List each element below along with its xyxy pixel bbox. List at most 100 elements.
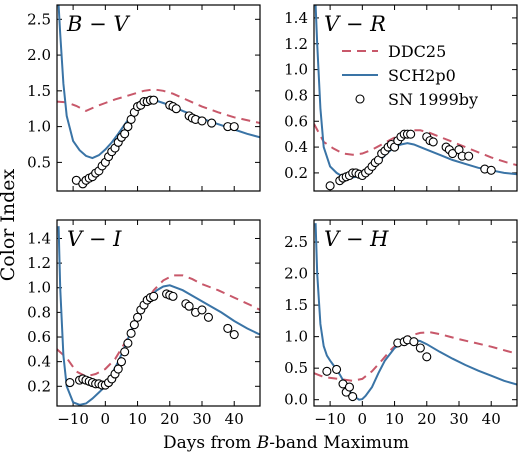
y-tick-label: 2.0 <box>27 46 51 64</box>
panel-title-part: H <box>369 227 389 251</box>
plot-area <box>57 226 260 406</box>
panel-frame <box>313 4 518 192</box>
plot-area <box>314 5 517 191</box>
panel-title-part: − <box>82 12 113 36</box>
data-point-sn1999by <box>113 364 123 374</box>
y-tick-label: 2.5 <box>27 10 51 28</box>
x-axis-label-suffix: -band Maximum <box>269 433 409 453</box>
y-tick-label: 0.8 <box>284 86 308 104</box>
x-tick-label: 30 <box>449 410 468 428</box>
data-point-sn1999by <box>116 357 126 367</box>
y-tick-label: 1.0 <box>284 61 308 79</box>
y-tick-label: 1.0 <box>27 118 51 136</box>
y-tick-label: 1.2 <box>27 254 51 272</box>
data-point-sn1999by <box>422 352 432 362</box>
panel-top-right: 0.2 0.4 0.6 0.8 1.0 1.2 1.4 V − R <box>284 4 518 192</box>
data-point-sn1999by <box>322 366 332 376</box>
plot-area <box>314 223 517 402</box>
legend-label: DDC25 <box>388 42 446 61</box>
panel-title-part: I <box>112 227 122 251</box>
y-tick-label: 2.0 <box>284 265 308 283</box>
x-tick-label: 30 <box>192 410 211 428</box>
data-point-sn1999by <box>348 391 358 402</box>
y-tick-label: 1.4 <box>27 229 51 247</box>
legend: DDC25 SCH2p0 SN 1999by <box>342 42 478 109</box>
panel-title-part: V <box>113 12 130 36</box>
y-tick-label: 0.4 <box>27 353 51 371</box>
panel-title: V − I <box>67 227 122 251</box>
y-tick-label: 0.2 <box>27 377 51 395</box>
panel-title-part: B <box>66 12 82 36</box>
y-tick-label: 1.0 <box>284 328 308 346</box>
panel-bottom-right: −10 0 10 20 30 40 0.0 0.5 1.0 1.5 2.0 2.5 V − H <box>284 219 518 428</box>
data-point-sn1999by <box>133 312 143 322</box>
panel-top-left: 0.5 1.0 1.5 2.0 2.5 B − V <box>27 4 261 192</box>
data-point-sn1999by <box>197 305 207 315</box>
panel-title: B − V <box>66 12 130 36</box>
data-point-sn1999by <box>203 312 213 322</box>
panel-title: V − R <box>324 12 386 36</box>
data-point-sn1999by <box>406 129 416 139</box>
y-tick-label: 1.5 <box>27 82 51 100</box>
y-tick-label: 1.5 <box>284 296 308 314</box>
data-point-sn1999by <box>149 291 159 301</box>
y-tick-label: 0.2 <box>284 164 308 182</box>
y-tick-label: 1.4 <box>284 9 308 27</box>
x-tick-label: 0 <box>358 410 368 428</box>
data-point-sn1999by <box>464 151 474 161</box>
panel-title: V − H <box>324 227 389 251</box>
data-point-sn1999by <box>325 181 335 191</box>
data-point-sn1999by <box>120 347 130 357</box>
data-point-sn1999by <box>184 301 194 311</box>
legend-marker <box>355 94 365 104</box>
y-tick-label: 2.5 <box>284 233 308 251</box>
data-point-sn1999by <box>207 118 217 128</box>
y-tick-label: 1.2 <box>284 35 308 53</box>
data-point-sn1999by <box>409 337 419 347</box>
plot-area <box>57 5 260 189</box>
x-tick-label: 0 <box>101 410 111 428</box>
panel-frame <box>313 219 518 407</box>
data-point-sn1999by <box>168 291 178 301</box>
y-axis-label: Color Index <box>0 168 19 281</box>
y-tick-label: 0.8 <box>27 303 51 321</box>
panel-title-part: − <box>82 227 113 251</box>
y-tick-label: 1.0 <box>27 279 51 297</box>
data-point-sn1999by <box>415 343 425 353</box>
panel-title-part: V <box>324 12 341 36</box>
x-axis-label-prefix: Days from <box>163 433 257 453</box>
series-line-sch2p0 <box>314 223 517 401</box>
x-tick-label: 10 <box>128 410 147 428</box>
data-point-sn1999by <box>197 116 207 126</box>
y-tick-label: 0.4 <box>284 138 308 156</box>
x-tick-label: 40 <box>225 410 244 428</box>
y-tick-label: 0.6 <box>27 328 51 346</box>
data-point-sn1999by <box>129 320 139 330</box>
y-tick-label: 0.5 <box>27 153 51 171</box>
data-point-sn1999by <box>149 95 159 105</box>
panel-title-part: − <box>339 227 370 251</box>
data-point-sn1999by <box>65 378 75 388</box>
series-line-ddc25 <box>57 88 260 124</box>
data-point-sn1999by <box>171 104 181 114</box>
data-point-sn1999by <box>223 323 233 333</box>
legend-label: SCH2p0 <box>388 66 456 85</box>
data-point-sn1999by <box>126 328 136 338</box>
data-point-sn1999by <box>123 338 133 348</box>
panel-title-part: − <box>339 12 370 36</box>
x-tick-label: 20 <box>417 410 436 428</box>
x-axis-label: Days from B-band Maximum <box>163 433 409 453</box>
x-tick-label: −10 <box>314 410 346 428</box>
panel-frame <box>56 4 261 192</box>
x-tick-label: 10 <box>385 410 404 428</box>
data-point-sn1999by <box>229 122 239 132</box>
panel-title-part: R <box>369 12 386 36</box>
y-tick-label: 0.6 <box>284 112 308 130</box>
data-point-sn1999by <box>428 137 438 147</box>
y-tick-label: 0.5 <box>284 359 308 377</box>
data-point-sn1999by <box>486 165 496 175</box>
x-tick-label: 40 <box>482 410 501 428</box>
data-point-sn1999by <box>344 382 354 392</box>
data-point-sn1999by <box>332 364 342 374</box>
y-tick-label: 0.0 <box>284 391 308 409</box>
